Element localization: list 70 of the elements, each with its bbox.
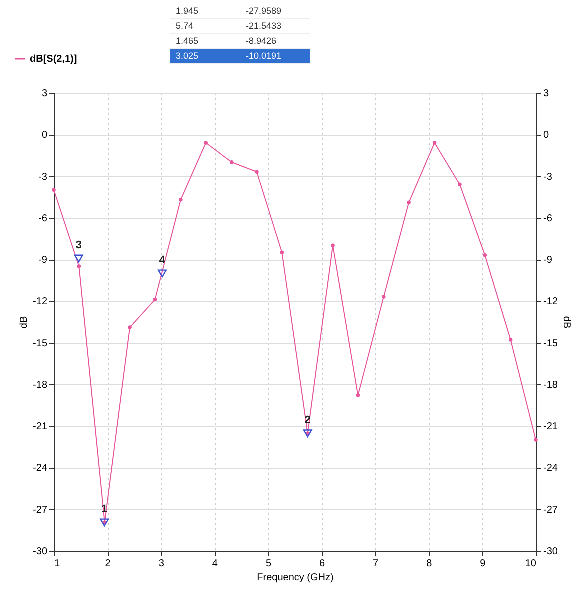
- y-axis-title: dB: [19, 316, 30, 329]
- y2-axis-title: dB: [560, 316, 572, 329]
- x-tick-label: 5: [266, 558, 272, 570]
- x-tick-label: 6: [319, 558, 326, 570]
- y2-tick-label: -24: [544, 463, 558, 474]
- point: [303, 430, 312, 438]
- x-tick-label: 8: [426, 558, 433, 570]
- y2-tick-label: -30: [544, 546, 558, 558]
- y2-tick-label: -12: [544, 296, 558, 308]
- y-tick-label: 3: [42, 88, 48, 100]
- annotation: 3: [76, 240, 82, 252]
- x-axis-title: Frequency (GHz): [257, 572, 334, 584]
- x-tick-label: 3: [158, 558, 165, 570]
- point: [153, 298, 158, 302]
- y2-tick-label: -9: [544, 255, 553, 266]
- y-tick-label: -27: [33, 504, 48, 516]
- point: [100, 518, 110, 527]
- point: [356, 394, 360, 398]
- y2-tick-label: 3: [544, 88, 550, 100]
- point: [458, 182, 462, 186]
- text: 3.025: [170, 48, 240, 64]
- y-tick-label: -24: [33, 463, 48, 474]
- y-tick-label: -3: [38, 172, 48, 183]
- x-tick-label: 9: [480, 558, 486, 570]
- text: -8.9426: [240, 34, 310, 48]
- text: -21.5433: [240, 18, 310, 34]
- y2-tick-label: -6: [544, 213, 553, 224]
- point: [230, 160, 234, 164]
- x-tick-label: 4: [212, 558, 218, 570]
- x-tick-label: 2: [105, 558, 112, 570]
- point: [74, 254, 84, 263]
- point: [432, 141, 437, 145]
- point: [483, 254, 487, 258]
- point: [280, 250, 284, 254]
- point: [407, 200, 411, 205]
- y2-tick-label: -18: [544, 380, 558, 391]
- y2-tick-label: -3: [544, 172, 553, 183]
- y-tick-label: -15: [33, 338, 48, 350]
- legend-label: dB[S(2,1)]: [30, 54, 78, 65]
- point: [128, 326, 132, 330]
- point: [158, 270, 167, 278]
- y-tick-label: -9: [38, 255, 48, 266]
- text: -10.0191: [240, 48, 310, 64]
- point: [52, 188, 56, 192]
- y-tick-label: -21: [33, 422, 48, 433]
- y-tick-label: -12: [33, 296, 48, 308]
- point: [508, 338, 513, 342]
- y-tick-label: -30: [33, 546, 48, 558]
- y2-tick-label: -27: [544, 504, 558, 516]
- point: [204, 141, 208, 145]
- y2-tick-label: -15: [544, 338, 558, 350]
- y-tick-label: -6: [38, 213, 48, 224]
- y-tick-label: -18: [33, 380, 48, 391]
- point: [382, 295, 386, 299]
- x-tick-label: 10: [525, 558, 537, 570]
- text: -27.9589: [240, 4, 310, 18]
- text: 1.465: [170, 34, 240, 48]
- point: [255, 170, 259, 174]
- x-tick-label: 1: [54, 558, 60, 570]
- text: 1.945: [170, 4, 240, 18]
- point: [534, 438, 538, 442]
- x-tick-label: 7: [373, 558, 380, 570]
- text: 5.74: [170, 18, 240, 34]
- y2-tick-label: 0: [544, 130, 550, 142]
- annotation: 4: [159, 254, 166, 267]
- point: [77, 264, 82, 268]
- y-tick-label: 0: [42, 130, 48, 142]
- y2-tick-label: -21: [544, 422, 558, 433]
- point: [331, 244, 335, 248]
- point: [179, 198, 183, 202]
